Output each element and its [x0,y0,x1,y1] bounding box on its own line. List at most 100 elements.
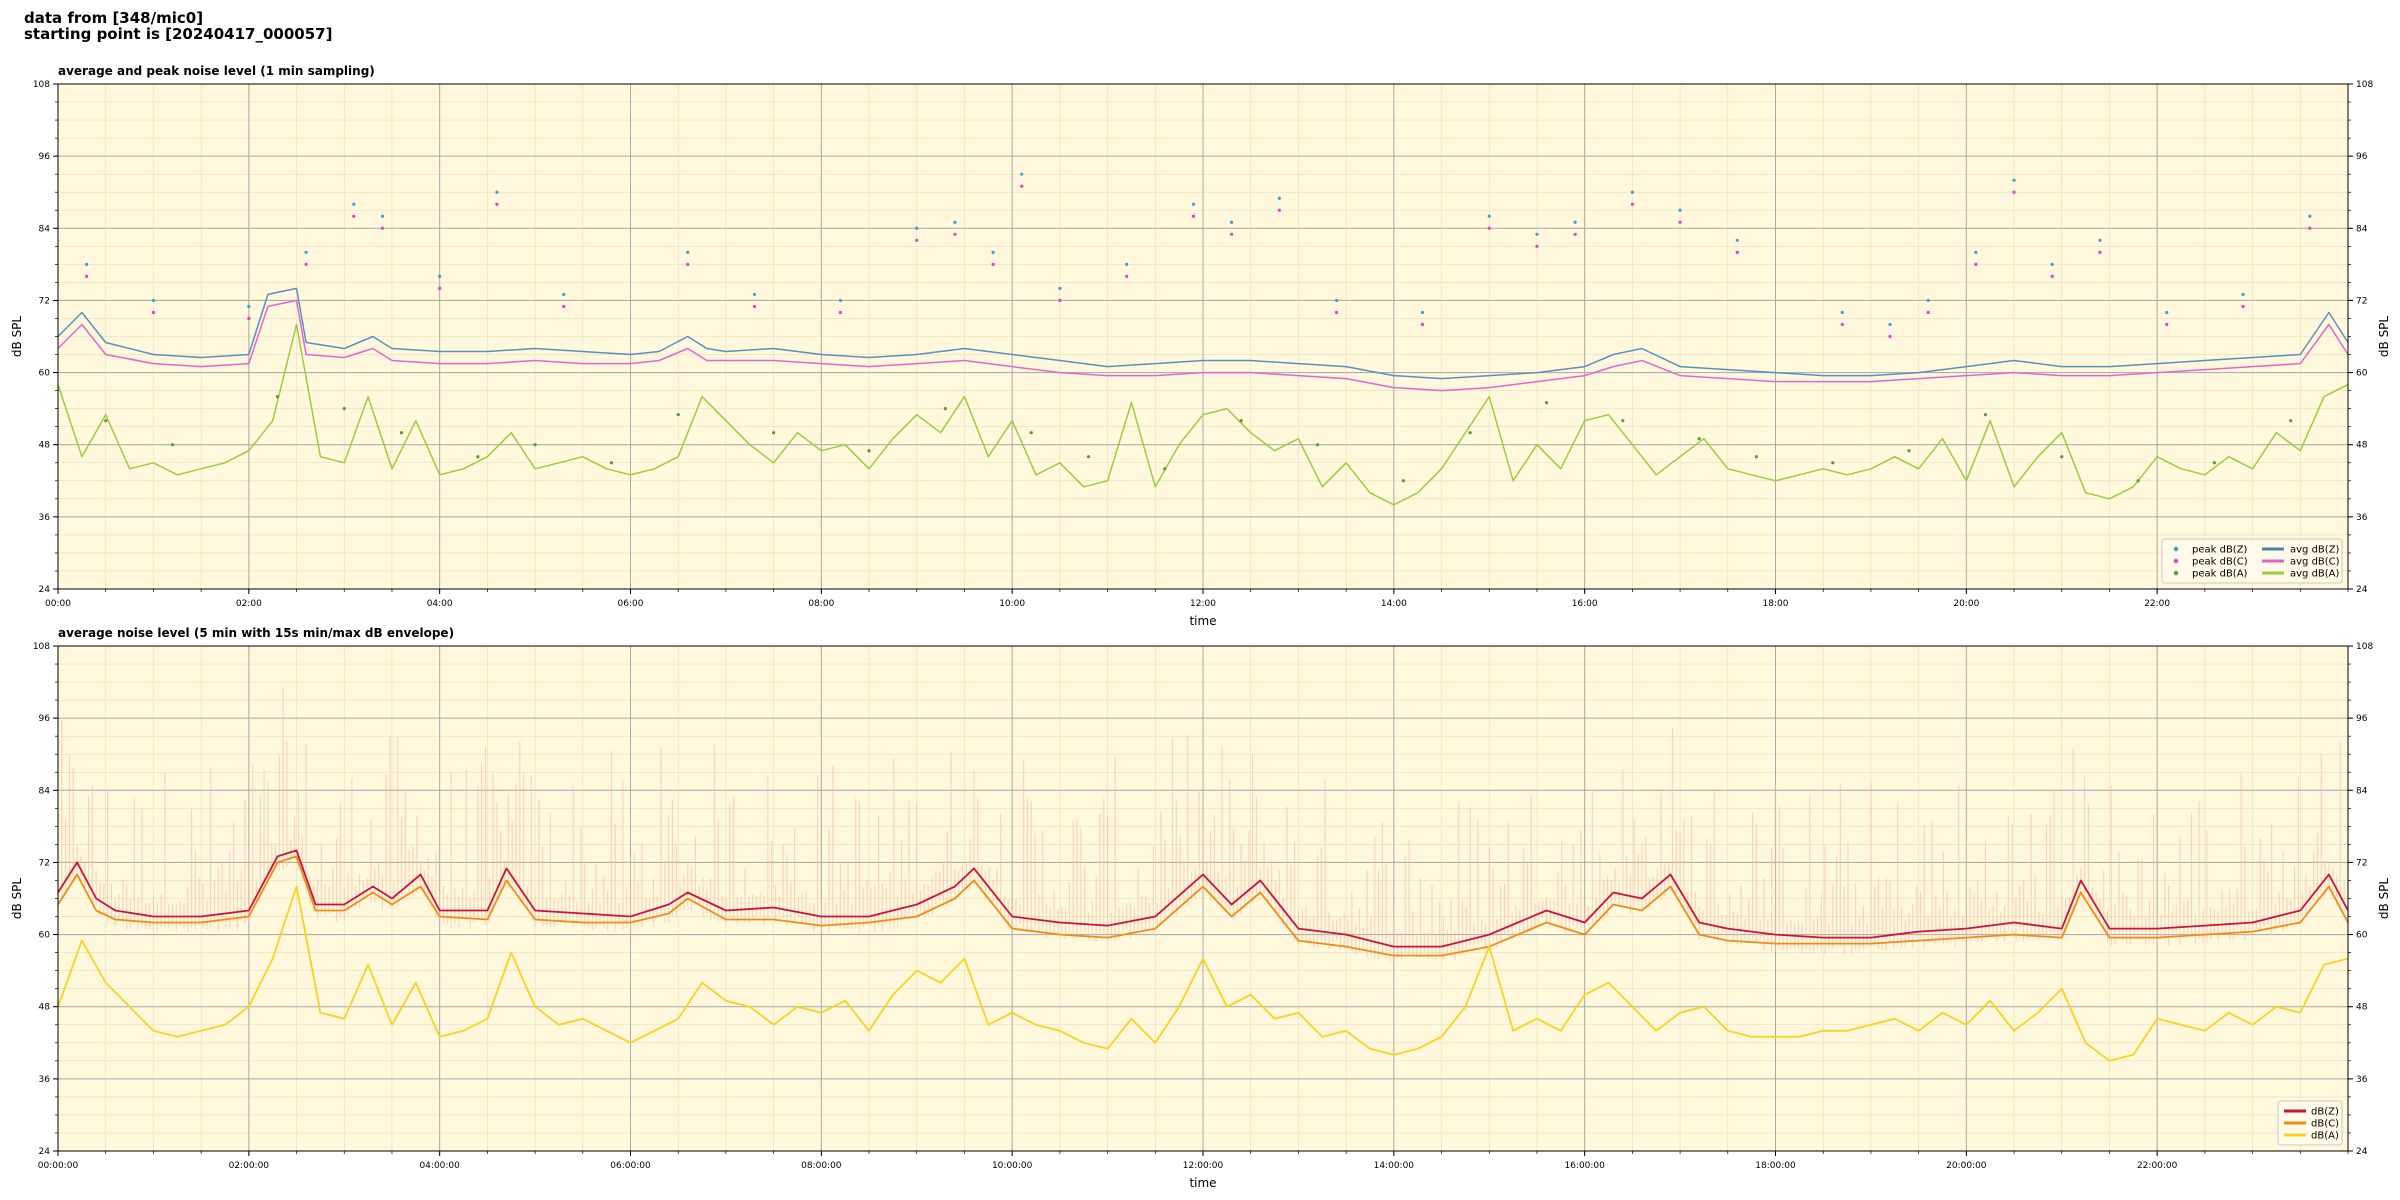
x-tick-label: 20:00 [1953,599,1979,609]
peak-point [304,262,308,266]
peak-point [1029,431,1033,435]
peak-point [1058,298,1062,303]
peak-point [2050,262,2054,266]
peak-point [352,214,356,218]
y-tick-label: 60 [39,369,51,379]
x-tick-label: 04:00:00 [419,1161,460,1171]
x-tick-label: 10:00 [999,599,1025,609]
legend-label: avg dB(A) [2290,569,2340,580]
peak-point [1086,455,1091,459]
peak-point [1420,322,1425,327]
peak-point [1974,262,1978,266]
peak-point [1401,479,1405,483]
series-line-dba [57,885,2349,1062]
peak-point [562,304,566,309]
x-tick-label: 18:00 [1763,599,1789,609]
y-tick-label: 48 [39,1003,51,1013]
peak-point [1535,232,1539,236]
y-tick-label-right: 96 [2356,152,2368,162]
y-tick-label: 48 [39,441,51,451]
y-tick-label: 24 [39,1147,51,1157]
peak-point [1630,202,1634,206]
series-line-dbz [57,849,2349,948]
peak-point [2050,274,2054,278]
peak-point [1125,274,1129,278]
peak-point [104,419,108,423]
chart-title: average noise level (5 min with 15s min/… [58,626,454,640]
y-tick-label: 108 [33,80,50,90]
peak-point [170,443,175,447]
y-tick-label: 72 [39,296,50,306]
peak-point [1277,196,1281,200]
peak-point [2289,419,2293,423]
y-tick-label-right: 72 [2356,296,2367,306]
peak-point [2012,190,2016,194]
x-tick-label: 12:00:00 [1183,1161,1224,1171]
y-tick-label-right: 24 [2356,585,2368,595]
peak-point [752,292,757,297]
peak-point [1468,431,1472,435]
peak-point [1926,310,1930,315]
peak-point [85,262,89,266]
peak-point [686,250,690,254]
x-tick-label: 02:00:00 [229,1161,270,1171]
x-axis-label: time [1189,614,1216,628]
peak-point [991,262,995,266]
peak-point [380,214,385,218]
peak-point [1678,220,1682,224]
peak-point [1544,401,1549,405]
peak-point [991,250,995,254]
peak-point [1888,334,1892,339]
y-tick-label-right: 72 [2356,858,2367,868]
peak-point [686,262,690,266]
peak-point [1230,220,1234,224]
peak-point [1697,437,1701,441]
peak-point [1315,443,1320,447]
peak-point [151,310,156,315]
peak-point [2241,292,2245,297]
peak-point [953,220,957,224]
peak-point [2098,238,2102,242]
chart-panel-2: 24 24 36 36 48 48 60 60 72 72 84 84 96 96 108 108 00:00:… [10,626,2391,1190]
x-tick-label: 06:00 [618,599,644,609]
y-tick-label: 96 [39,152,51,162]
peak-point [2165,322,2169,327]
peak-point [1678,208,1682,212]
legend-label: peak dB(A) [2192,569,2248,580]
legend-label: peak dB(C) [2192,557,2248,568]
x-tick-label: 12:00 [1190,599,1216,609]
peak-point [1163,467,1167,471]
x-tick-label: 08:00:00 [801,1161,842,1171]
peak-point [1735,250,1739,254]
peak-point [1621,419,1625,423]
y-tick-label-right: 36 [2356,1075,2368,1085]
peak-point [399,431,404,435]
peak-point [1277,208,1281,212]
peak-point [85,274,89,278]
y-tick-label-right: 84 [2356,786,2368,796]
x-tick-label: 20:00:00 [1946,1161,1987,1171]
legend-marker [2173,558,2179,564]
y-axis-label-right: dB SPL [2377,316,2391,358]
peak-point [1020,184,1024,188]
y-tick-label: 60 [39,931,51,941]
series-line-avgdbc [57,299,2349,392]
peak-point [838,310,843,315]
legend-label: peak dB(Z) [2192,545,2248,556]
x-tick-label: 16:00:00 [1564,1161,1605,1171]
y-tick-label: 96 [39,714,51,724]
legend-marker [2173,546,2179,552]
x-tick-label: 02:00 [236,599,262,609]
legend: dB(Z)dB(C)dB(A) [2277,1100,2343,1146]
peak-point [1191,202,1196,206]
peak-point [2308,214,2312,218]
peak-point [1974,250,1978,254]
peak-point [676,413,680,417]
series-line-dbc [57,855,2349,957]
peak-point [438,286,442,291]
peak-point [2098,250,2102,254]
peak-point [1840,322,1844,327]
peak-point [752,304,757,309]
peak-point [1983,413,1988,417]
peak-point [1735,238,1739,242]
